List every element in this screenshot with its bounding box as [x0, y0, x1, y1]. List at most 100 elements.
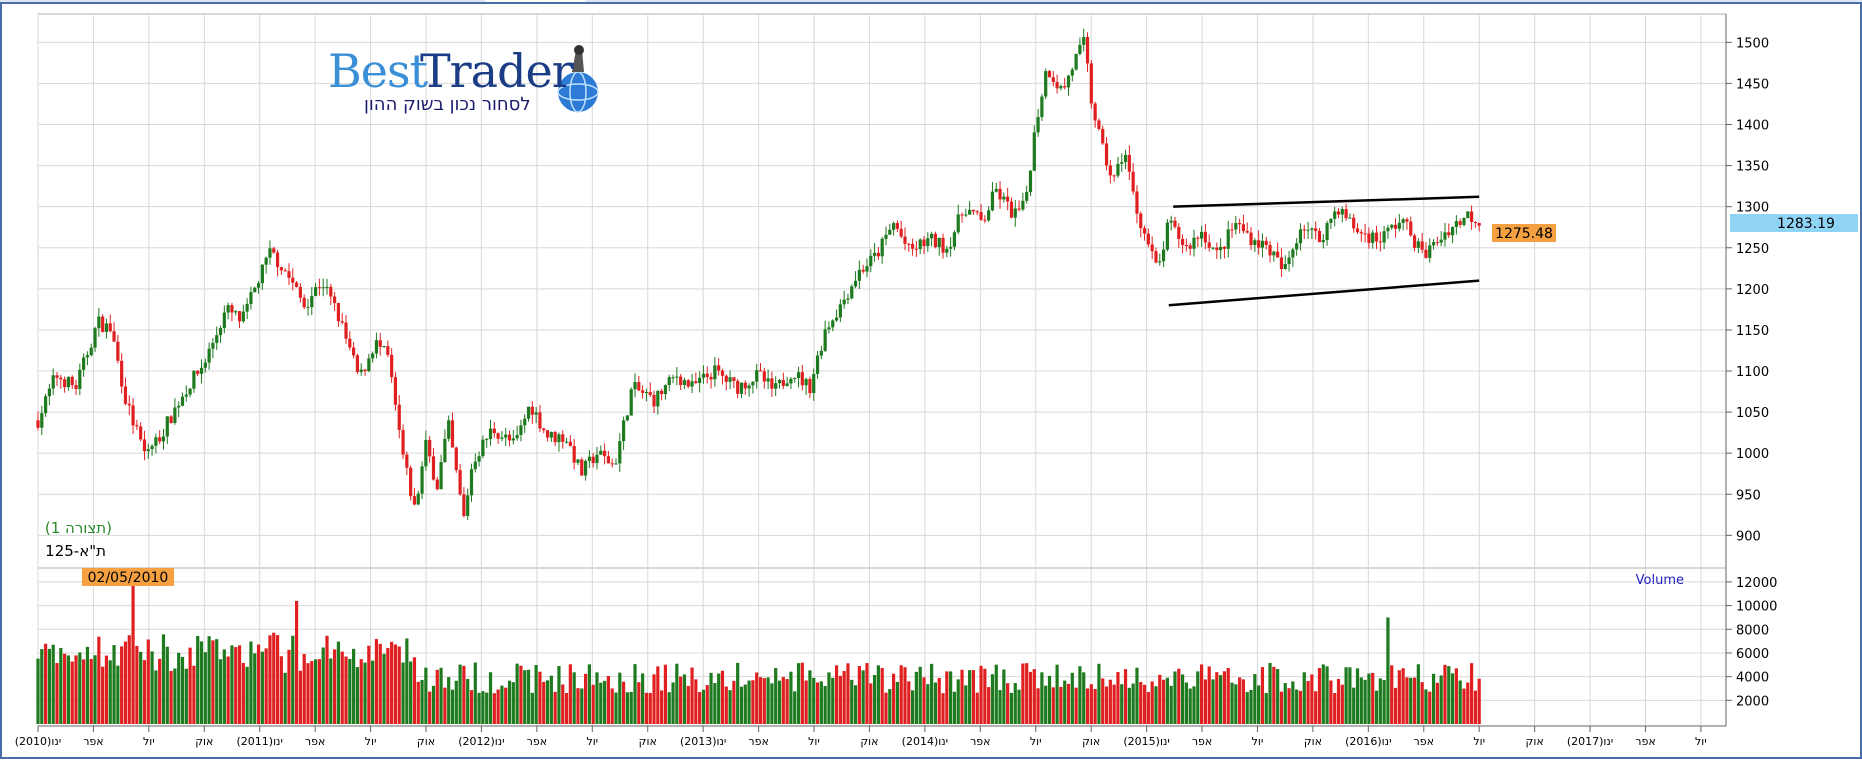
volume-bar	[1298, 690, 1303, 724]
volume-bar	[568, 664, 572, 724]
volume-bar	[1435, 682, 1439, 724]
candle-body	[743, 382, 747, 389]
volume-bar	[1355, 668, 1360, 724]
volume-bar	[1458, 680, 1462, 724]
candle-body	[485, 439, 489, 441]
volume-bar	[671, 682, 675, 724]
candle-body	[1013, 208, 1017, 218]
candle-body	[1253, 240, 1257, 246]
candle-body	[629, 389, 633, 416]
volume-bar	[800, 662, 804, 724]
candle-body	[1241, 224, 1246, 232]
volume-bar	[637, 682, 641, 724]
candle-body	[355, 355, 360, 373]
volume-bar	[496, 689, 500, 724]
volume-bar	[1374, 690, 1379, 724]
volume-bar	[101, 666, 105, 724]
volume-bar	[827, 672, 831, 724]
candle-body	[352, 347, 356, 356]
candle-body	[51, 375, 55, 389]
volume-bar	[283, 672, 287, 724]
volume-bar	[333, 649, 337, 724]
candle-body	[572, 446, 576, 463]
time-axis: (2010)ינו אפר יול אוק (2011)ינו אפר יול אוק (201…	[15, 725, 1726, 748]
brand-best: Best	[328, 44, 428, 98]
volume-bar	[1089, 684, 1093, 724]
candle-body	[922, 239, 926, 247]
time-tick-label: אפר	[1192, 735, 1212, 748]
candle-body	[907, 243, 911, 245]
window-tab[interactable]	[485, 0, 585, 3]
volume-bar	[294, 600, 299, 724]
candle-body	[785, 383, 789, 386]
candle-body	[1146, 233, 1150, 245]
price-marker-bg	[1492, 224, 1556, 242]
volume-bar	[994, 664, 998, 724]
volume-bar	[1139, 682, 1143, 724]
candle-body	[112, 331, 116, 342]
candle-body	[481, 439, 485, 457]
candle-body	[1066, 75, 1071, 88]
volume-bar	[355, 667, 360, 724]
candle-body	[717, 365, 721, 371]
volume-bar	[1158, 674, 1162, 724]
price-tick-label: 1000	[1736, 447, 1769, 462]
candle-body	[884, 234, 888, 239]
volume-bar	[1085, 688, 1090, 724]
candle-body	[424, 439, 428, 467]
candle-body	[1055, 82, 1059, 89]
volume-bar	[614, 692, 618, 724]
candle-body	[1184, 244, 1188, 246]
candle-body	[488, 428, 493, 440]
candle-body	[1355, 228, 1360, 233]
volume-bar	[488, 672, 493, 724]
volume-bar	[1093, 688, 1097, 724]
volume-bar	[679, 676, 683, 724]
volume-bar	[1431, 673, 1436, 724]
time-tick-label: (2014)ינו	[902, 735, 948, 748]
volume-bar	[1477, 678, 1481, 724]
volume-bar	[956, 679, 960, 724]
candle-body	[218, 328, 223, 336]
candle-body	[1454, 221, 1458, 228]
volume-tick-label: 12000	[1736, 576, 1777, 591]
volume-bar	[1097, 663, 1101, 724]
candle-body	[1200, 231, 1204, 239]
candle-body	[496, 433, 500, 439]
volume-bar	[1207, 666, 1211, 724]
candle-body	[1401, 219, 1405, 223]
volume-bar	[891, 673, 896, 724]
time-tick-label: אוק	[639, 735, 657, 748]
volume-bar	[850, 679, 854, 724]
time-tick-label: אוק	[1526, 735, 1544, 748]
candle-body	[1272, 251, 1276, 256]
volume-bar	[1196, 671, 1200, 724]
time-tick-label: יול	[365, 735, 377, 748]
candle-body	[260, 264, 264, 284]
volume-bar	[1002, 669, 1006, 724]
volume-bar	[192, 665, 196, 724]
candle-body	[1367, 233, 1371, 243]
volume-bar	[1051, 687, 1055, 724]
volume-bar	[382, 653, 386, 724]
index-label: ת"א-125	[45, 542, 106, 560]
volume-bar	[895, 681, 899, 724]
volume-bar	[93, 655, 97, 724]
candle-body	[230, 305, 234, 313]
volume-bar	[1371, 672, 1375, 724]
volume-bar	[1021, 663, 1025, 724]
candle-body	[477, 456, 481, 462]
candle-body	[850, 286, 854, 299]
price-tick-label: 1500	[1736, 36, 1769, 51]
candle-body	[690, 381, 694, 387]
brand-trader: Trader	[420, 44, 574, 98]
volume-bar	[1116, 672, 1120, 724]
candle-body	[956, 214, 960, 233]
candle-body	[78, 369, 82, 389]
candle-body	[409, 467, 413, 497]
volume-bar	[158, 658, 162, 724]
volume-bar	[310, 660, 314, 724]
candle-body	[317, 287, 321, 289]
volume-bar	[709, 672, 713, 724]
volume-bar	[1146, 692, 1150, 724]
